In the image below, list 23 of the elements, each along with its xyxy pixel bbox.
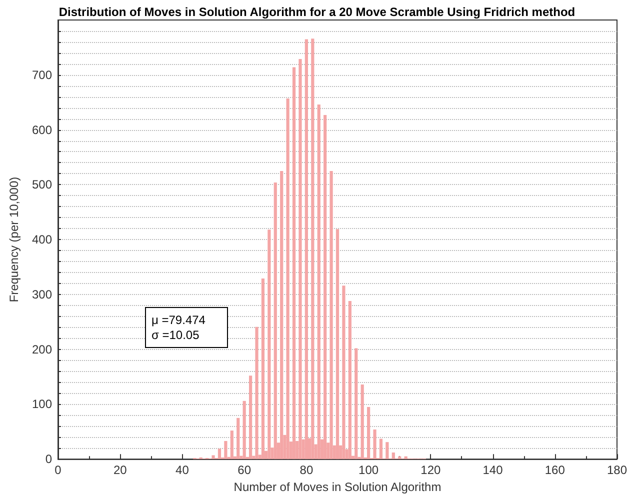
y-tick-label: 600 — [32, 122, 52, 137]
y-tick-label: 700 — [32, 68, 52, 82]
y-tick-label: 200 — [32, 342, 52, 356]
x-tick-label: 0 — [54, 463, 62, 478]
y-tick-label: 0 — [45, 452, 52, 466]
x-tick-label: 80 — [300, 463, 314, 478]
x-axis-title: Number of Moves in Solution Algorithm — [234, 480, 442, 494]
x-tick-label: 40 — [176, 463, 190, 478]
x-tick-label: 120 — [420, 463, 441, 478]
y-tick-label: 500 — [32, 178, 52, 192]
annotation: μ =79.474 — [152, 313, 206, 327]
x-tick-label: 20 — [113, 463, 128, 478]
y-tick-label: 300 — [32, 287, 52, 302]
y-axis-title: Frequency (per 10,000) — [7, 176, 21, 302]
x-tick-label: 100 — [358, 463, 379, 478]
annotation: σ =10.05 — [152, 328, 200, 342]
y-tick-label: 100 — [32, 397, 52, 412]
x-tick-label: 160 — [544, 463, 566, 478]
x-tick-label: 60 — [238, 463, 252, 478]
chart-title: Distribution of Moves in Solution Algorithm for a 20 Move Scramble Using Fridrich method — [58, 5, 576, 19]
y-tick-label: 400 — [32, 232, 52, 247]
x-tick-label: 180 — [606, 463, 628, 478]
x-tick-label: 140 — [482, 463, 504, 478]
